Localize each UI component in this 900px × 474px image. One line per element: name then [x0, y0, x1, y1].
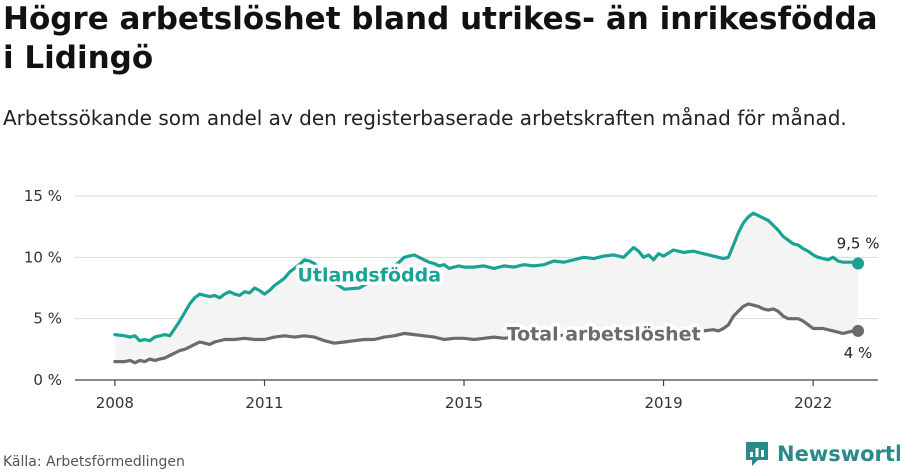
series-end-label: 4 % — [844, 344, 873, 362]
y-tick-label: 0 % — [33, 371, 62, 389]
x-tick-label: 2011 — [245, 394, 283, 412]
series-label: Total arbetslöshet — [507, 324, 701, 346]
y-tick-label: 5 % — [33, 310, 62, 328]
series-end-label: 9,5 % — [837, 234, 880, 252]
series-lines — [113, 211, 865, 365]
x-tick-label: 2015 — [445, 394, 483, 412]
gap-area — [114, 213, 858, 363]
y-tick-label: 15 % — [24, 187, 62, 205]
series-line-utlandsfodda — [113, 211, 860, 343]
series-gap-fill — [114, 213, 858, 363]
series-end-marker — [852, 324, 865, 337]
brand-name: Newsworthy — [777, 442, 900, 466]
page-subtitle: Arbetssökande som andel av den registerb… — [3, 106, 847, 130]
series-line-total — [113, 302, 860, 365]
brand-logo[interactable]: Newsworthy — [744, 440, 900, 468]
x-tick-label: 2019 — [644, 394, 682, 412]
series-labels: 9,5 % 4 % Utlandsfödda Total arbetslöshet — [294, 234, 880, 362]
y-tick-label: 10 % — [24, 248, 62, 266]
newsworthy-logo-icon — [746, 442, 768, 466]
page-title: Högre arbetslöshet bland utrikes- än inr… — [3, 1, 878, 76]
series-label: Utlandsfödda — [297, 265, 441, 287]
series-end-marker — [852, 257, 865, 270]
x-tick-label: 2022 — [794, 394, 832, 412]
axes: 0 % 5 % 10 % 15 % 2008 2011 2015 2019 2022 — [24, 187, 878, 412]
source-note: Källa: Arbetsförmedlingen — [3, 454, 185, 470]
x-tick-label: 2008 — [96, 394, 134, 412]
